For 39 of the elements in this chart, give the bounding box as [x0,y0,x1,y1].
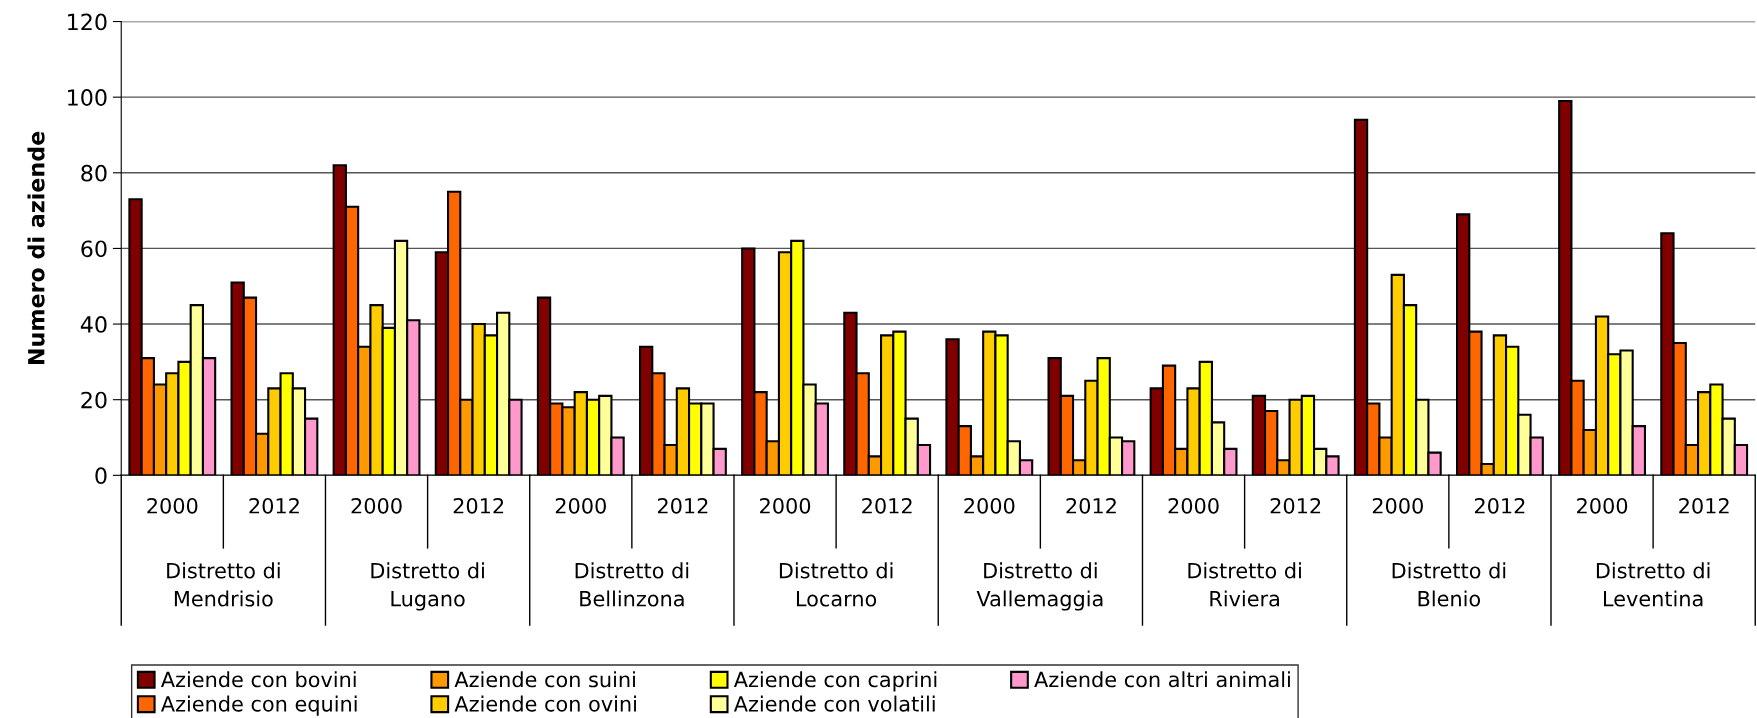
x-tick-label: 2012 [453,497,504,514]
x-tick-label: 2000 [555,497,606,514]
x-tick-label: 2012 [1474,497,1525,514]
text: Distretto di Vallemaggia [976,562,1103,611]
text: Distretto di Blenio [1392,562,1506,607]
y-tick-label: 0 [95,467,107,485]
x-tick-label: 2000 [760,497,811,514]
legend-label: Aziende con bovini [160,671,356,688]
x-tick-label: 2000 [1168,497,1219,514]
x-tick-label: 2012 [1679,497,1729,514]
y-tick-label: 40 [80,316,107,333]
text: Distretto di Leventina [1596,562,1710,607]
legend-label: Aziende con caprini [733,671,937,692]
text: Distretto di Bellinzona [575,562,689,607]
x-tick-label: 2012 [1066,497,1116,514]
text: Distretto di Mendrisio [167,562,280,607]
y-tick-label: 100 [68,89,107,106]
y-tick-label: 80 [81,164,107,182]
y-tick-label: 20 [81,391,107,409]
x-tick-label: 2000 [351,497,402,514]
x-tick-label: 2012 [862,497,912,514]
text: Distretto di Riviera [1188,562,1301,607]
x-tick-label: 2000 [1372,497,1423,514]
text: Distretto di Lugano [371,562,484,611]
x-tick-label: 2000 [964,497,1015,514]
x-tick-label: 2000 [1577,497,1628,514]
x-tick-label: 2012 [1270,497,1321,514]
y-tick-label: 60 [81,240,107,258]
legend-label: Aziende con equini [160,695,357,716]
x-tick-label: 2012 [657,497,708,514]
legend-label: Aziende con volatili [733,695,935,712]
y-axis-title: Numero di aziende [27,131,45,365]
legend-label: Aziende con suini [454,671,635,688]
x-tick-label: 2012 [249,497,299,514]
text: Distretto di Locarno [779,562,893,607]
legend-label: Aziende con ovini [454,695,636,712]
x-tick-label: 2000 [147,497,198,514]
y-tick-label: 120 [68,13,107,31]
legend-label: Aziende con altri animali [1034,671,1290,688]
